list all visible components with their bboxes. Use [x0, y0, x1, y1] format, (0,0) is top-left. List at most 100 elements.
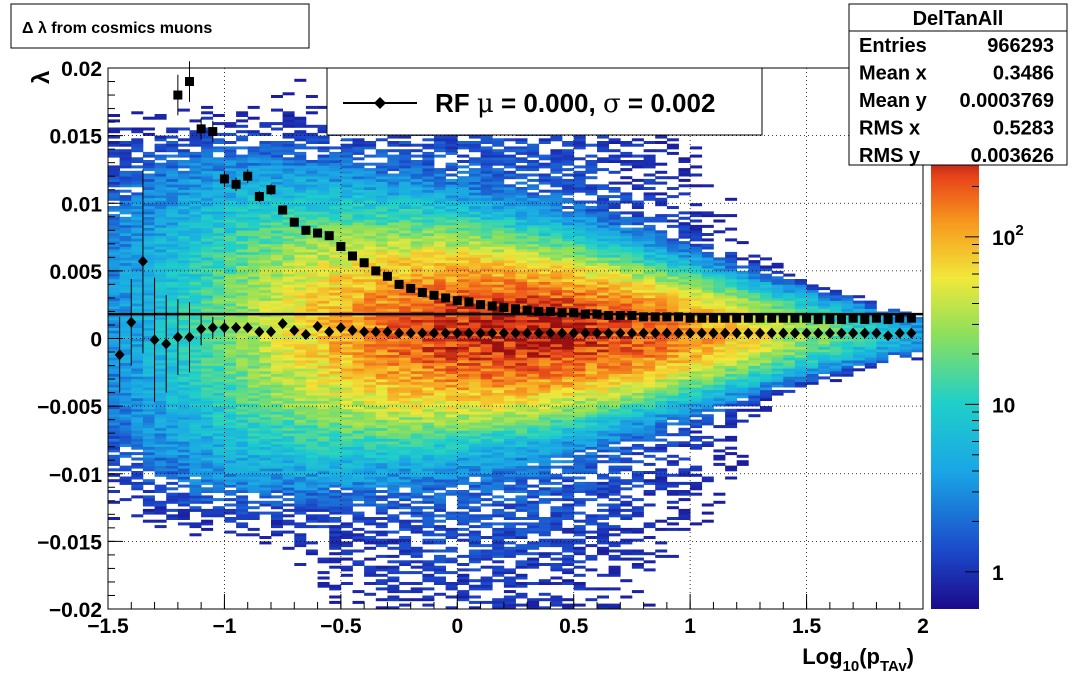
heatmap-cell	[410, 416, 423, 420]
heatmap-cell	[119, 249, 132, 253]
heatmap-cell	[224, 308, 237, 312]
heatmap-cell	[224, 292, 237, 296]
heatmap-cell	[131, 452, 144, 456]
heatmap-cell	[422, 343, 435, 347]
heatmap-cell	[212, 373, 225, 377]
heatmap-cell	[119, 338, 132, 342]
heatmap-cell	[201, 522, 214, 526]
heatmap-cell	[294, 325, 307, 328]
heatmap-cell	[445, 141, 458, 144]
heatmap-cell	[399, 519, 412, 523]
heatmap-cell	[224, 400, 237, 404]
heatmap-cell	[224, 254, 237, 258]
heatmap-cell	[236, 327, 249, 331]
heatmap-cell	[201, 389, 214, 393]
heatmap-cell	[131, 262, 144, 266]
heatmap-cell	[317, 257, 330, 261]
heatmap-cell	[212, 341, 225, 345]
heatmap-cell	[282, 251, 295, 255]
heatmap-cell	[294, 563, 307, 566]
heatmap-cell	[154, 297, 167, 301]
heatmap-cell	[108, 322, 120, 326]
heatmap-cell	[224, 322, 237, 326]
heatmap-cell	[154, 216, 167, 220]
heatmap-cell	[492, 349, 505, 353]
heatmap-cell	[166, 408, 179, 412]
heatmap-cell	[108, 308, 120, 312]
heatmap-cell	[422, 216, 435, 220]
heatmap-cell	[387, 330, 400, 334]
heatmap-cell	[422, 208, 435, 212]
heatmap-cell	[352, 600, 365, 604]
heatmap-cell	[201, 422, 214, 426]
heatmap-cell	[305, 308, 318, 312]
heatmap-cell	[119, 384, 132, 388]
heatmap-cell	[468, 208, 481, 212]
heatmap-cell	[108, 352, 120, 355]
heatmap-cell	[247, 517, 260, 520]
heatmap-cell	[352, 165, 365, 169]
heatmap-cell	[177, 357, 190, 361]
heatmap-cell	[445, 214, 458, 218]
heatmap-cell	[445, 473, 458, 477]
heatmap-cell	[375, 582, 388, 585]
heatmap-cell	[422, 411, 435, 415]
heatmap-cell	[294, 471, 307, 474]
heatmap-cell	[131, 270, 144, 274]
heatmap-cell	[212, 335, 225, 339]
heatmap-cell	[294, 408, 307, 412]
heatmap-cell	[236, 260, 249, 264]
heatmap-cell	[282, 484, 295, 488]
heatmap-cell	[108, 425, 120, 429]
heatmap-cell	[305, 381, 318, 385]
heatmap-cell	[422, 603, 435, 607]
heatmap-cell	[294, 457, 307, 461]
heatmap-cell	[329, 389, 342, 393]
heatmap-cell	[410, 346, 423, 350]
heatmap-cell	[375, 371, 388, 374]
heatmap-cell	[212, 425, 225, 429]
heatmap-cell	[247, 473, 260, 477]
heatmap-cell	[282, 151, 295, 155]
heatmap-cell	[364, 565, 377, 569]
heatmap-cell	[236, 495, 249, 499]
heatmap-cell	[236, 181, 249, 185]
heatmap-cell	[329, 430, 342, 434]
heatmap-cell	[364, 327, 377, 331]
heatmap-cell	[154, 376, 167, 380]
heatmap-cell	[364, 284, 377, 288]
heatmap-cell	[142, 330, 155, 334]
heatmap-cell	[445, 149, 458, 153]
heatmap-cell	[422, 316, 435, 320]
heatmap-cell	[212, 295, 225, 299]
heatmap-cell	[492, 600, 505, 604]
heatmap-cell	[492, 560, 505, 564]
heatmap-cell	[108, 214, 120, 218]
heatmap-cell	[468, 419, 481, 423]
heatmap-cell	[131, 284, 144, 288]
heatmap-cell	[387, 238, 400, 242]
heatmap-cell	[201, 132, 214, 136]
heatmap-cell	[212, 214, 225, 218]
heatmap-cell	[189, 257, 202, 261]
heatmap-cell	[422, 563, 435, 566]
heatmap-cell	[329, 333, 342, 337]
heatmap-cell	[247, 481, 260, 485]
heatmap-cell	[271, 273, 283, 277]
heatmap-cell	[434, 484, 446, 488]
heatmap-cell	[468, 211, 481, 215]
heatmap-cell	[108, 427, 120, 431]
heatmap-cell	[259, 408, 272, 412]
heatmap-cell	[294, 273, 307, 277]
heatmap-cell	[340, 241, 353, 245]
heatmap-cell	[434, 495, 446, 499]
heatmap-cell	[375, 565, 388, 569]
heatmap-cell	[189, 408, 202, 412]
heatmap-cell	[410, 471, 423, 474]
heatmap-cell	[119, 346, 132, 350]
heatmap-cell	[247, 303, 260, 307]
heatmap-cell	[201, 219, 214, 223]
heatmap-cell	[119, 452, 132, 456]
heatmap-cell	[294, 446, 307, 450]
heatmap-cell	[201, 476, 214, 480]
